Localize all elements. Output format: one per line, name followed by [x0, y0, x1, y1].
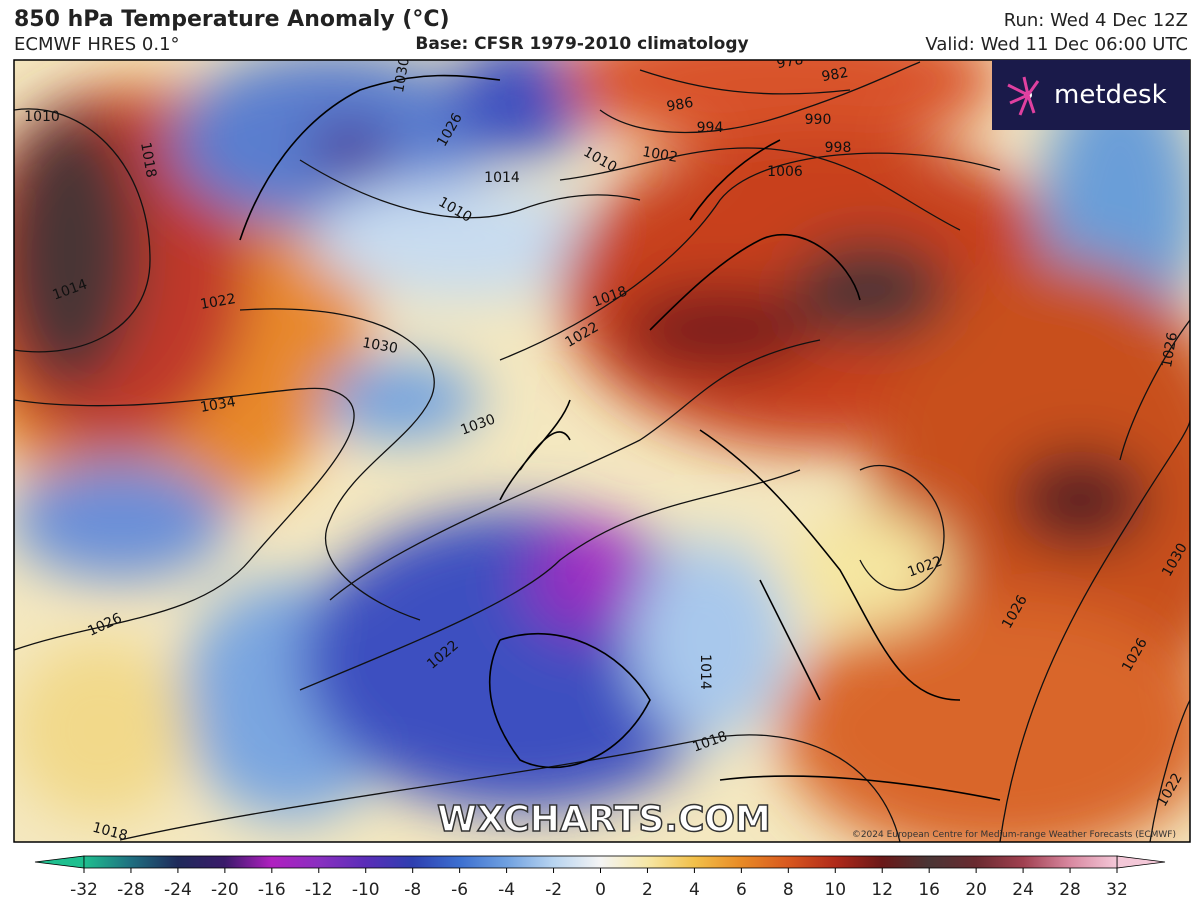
- colorbar-tick-label: 6: [736, 880, 747, 900]
- colorbar-under: [34, 855, 85, 869]
- logo-text: metdesk: [1054, 80, 1167, 110]
- isobar-label: 1034: [199, 394, 237, 416]
- isobar-label: 986: [665, 95, 694, 115]
- colorbar-tick-label: -10: [352, 880, 380, 900]
- colorbar-scale: [83, 855, 1118, 869]
- colorbar-tick-label: -4: [498, 880, 515, 900]
- colorbar-tick-label: 24: [1012, 880, 1034, 900]
- isobar-label: 1014: [484, 170, 520, 186]
- colorbar-tick-label: -12: [305, 880, 333, 900]
- colorbar-tick-label: 8: [783, 880, 794, 900]
- colorbar-tick-label: 4: [689, 880, 700, 900]
- colorbar-tick-label: 12: [871, 880, 893, 900]
- isobar-label: 1030: [361, 335, 399, 357]
- isobar-label: 1014: [697, 654, 713, 690]
- watermark: WXCHARTS.COM: [437, 799, 771, 840]
- isobar-label: 1030: [391, 56, 413, 94]
- title: 850 hPa Temperature Anomaly (°C): [14, 7, 450, 32]
- isobar-label: 1022: [199, 291, 237, 313]
- copyright: ©2024 European Centre for Medium-range W…: [852, 830, 1176, 840]
- run: Run: Wed 4 Dec 12Z: [1004, 10, 1188, 31]
- isobar-label: 1026: [1159, 331, 1181, 369]
- colorbar-tick-label: 0: [595, 880, 606, 900]
- colorbar-tick-label: 32: [1106, 880, 1128, 900]
- colorbar-tick-label: 16: [918, 880, 940, 900]
- logo-icon: [1007, 76, 1040, 116]
- base: Base: CFSR 1979-2010 climatology: [415, 34, 748, 54]
- colorbar-tick-label: -8: [404, 880, 421, 900]
- isobar-label: 1018: [137, 141, 159, 179]
- isobar-label: 998: [825, 140, 852, 156]
- isobar-label: 994: [697, 120, 724, 136]
- isobar-label: 1006: [767, 164, 803, 180]
- colorbar-tick-label: 2: [642, 880, 653, 900]
- isobar-label: 990: [805, 112, 832, 128]
- colorbar-tick-label: -28: [117, 880, 145, 900]
- model: ECMWF HRES 0.1°: [14, 34, 180, 55]
- colorbar-tick-label: 20: [965, 880, 987, 900]
- colorbar-tick-label: -16: [258, 880, 286, 900]
- colorbar-tick-label: -24: [164, 880, 192, 900]
- isobar-label: 1010: [24, 109, 60, 125]
- colorbar-tick-label: -2: [545, 880, 562, 900]
- colorbar-tick-label: -32: [70, 880, 98, 900]
- colorbar-tick-label: -6: [451, 880, 468, 900]
- colorbar: -32 -28 -24 -20 -16 -12 -10 -8 -6 -4 -2 0 2 4 6 8 10 12 16…: [34, 855, 1166, 900]
- valid: Valid: Wed 11 Dec 06:00 UTC: [925, 34, 1188, 55]
- colorbar-tick-label: 10: [824, 880, 846, 900]
- colorbar-tick-label: -20: [211, 880, 239, 900]
- colorbar-tick-label: 28: [1059, 880, 1081, 900]
- colorbar-over: [1116, 855, 1166, 869]
- isobar-label: 1002: [641, 144, 679, 166]
- isobar-label: 982: [820, 65, 849, 85]
